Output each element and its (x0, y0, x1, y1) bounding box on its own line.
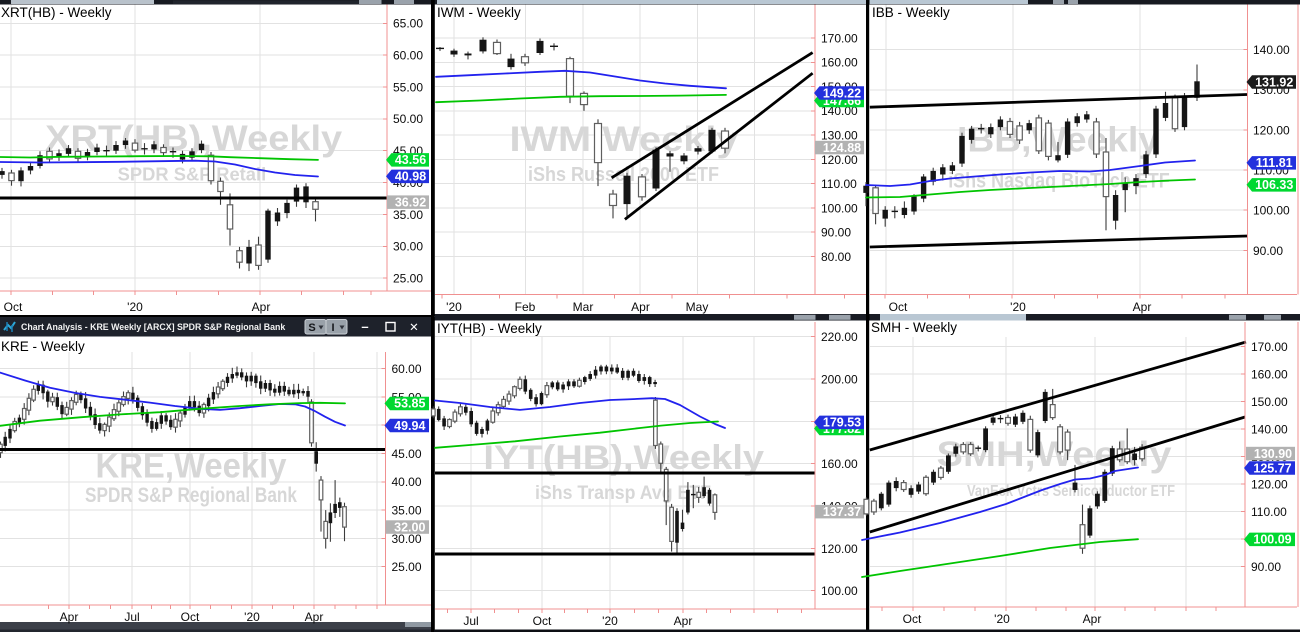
svg-text:55.00: 55.00 (393, 80, 423, 94)
svg-text:124.88: 124.88 (823, 141, 861, 155)
svg-text:125.77: 125.77 (1253, 461, 1291, 475)
svg-text:'20: '20 (1010, 300, 1026, 314)
svg-text:KRE - Weekly: KRE - Weekly (1, 339, 85, 354)
svg-text:IYT(HB) - Weekly: IYT(HB) - Weekly (437, 321, 542, 336)
svg-text:160.00: 160.00 (821, 457, 858, 471)
svg-text:30.00: 30.00 (393, 240, 423, 254)
svg-text:130.90: 130.90 (1254, 447, 1292, 461)
svg-text:Jul: Jul (463, 614, 478, 628)
svg-text:36.92: 36.92 (395, 196, 426, 210)
svg-text:90.00: 90.00 (821, 226, 851, 240)
svg-text:43.56: 43.56 (395, 153, 426, 167)
svg-text:100.00: 100.00 (821, 201, 858, 215)
svg-text:90.00: 90.00 (1251, 560, 1281, 574)
svg-text:35.00: 35.00 (392, 504, 422, 518)
svg-text:149.22: 149.22 (823, 86, 861, 100)
svg-text:Chart Analysis - KRE Weekly [A: Chart Analysis - KRE Weekly [ARCX] SPDR … (21, 322, 285, 332)
svg-text:SPDR S&P Retail: SPDR S&P Retail (118, 165, 267, 185)
svg-text:100.00: 100.00 (821, 584, 858, 598)
svg-text:35.00: 35.00 (393, 208, 423, 222)
svg-text:179.53: 179.53 (823, 416, 861, 430)
svg-text:200.00: 200.00 (821, 372, 858, 386)
svg-text:160.00: 160.00 (1251, 368, 1288, 382)
svg-text:120.00: 120.00 (1251, 478, 1288, 492)
svg-text:131.92: 131.92 (1255, 75, 1293, 89)
svg-text:Apr: Apr (631, 300, 650, 314)
svg-text:'20: '20 (446, 300, 462, 314)
svg-text:60.00: 60.00 (392, 362, 422, 376)
svg-text:50.00: 50.00 (393, 112, 423, 126)
svg-text:Feb: Feb (515, 300, 536, 314)
svg-text:Apr: Apr (305, 610, 324, 624)
svg-text:Apr: Apr (1083, 612, 1102, 626)
svg-text:iShs Nasdaq BioTech ETF: iShs Nasdaq BioTech ETF (948, 170, 1170, 193)
svg-text:Mar: Mar (573, 300, 594, 314)
svg-text:40.98: 40.98 (395, 170, 426, 184)
svg-text:IBB - Weekly: IBB - Weekly (872, 5, 950, 20)
svg-text:Apr: Apr (252, 300, 271, 314)
svg-text:Oct: Oct (533, 614, 552, 628)
svg-text:32.00: 32.00 (394, 520, 425, 534)
svg-text:140.00: 140.00 (1251, 423, 1288, 437)
svg-text:120.00: 120.00 (821, 153, 858, 167)
svg-text:–: – (361, 319, 368, 334)
svg-text:120.00: 120.00 (1253, 123, 1290, 137)
svg-text:130.00: 130.00 (821, 129, 858, 143)
svg-text:140.00: 140.00 (821, 104, 858, 118)
svg-text:120.00: 120.00 (821, 542, 858, 556)
svg-text:KRE,Weekly: KRE,Weekly (96, 447, 288, 486)
svg-text:25.00: 25.00 (393, 272, 423, 286)
svg-text:'20: '20 (244, 610, 260, 624)
svg-text:45.00: 45.00 (392, 447, 422, 461)
svg-text:110.00: 110.00 (1251, 505, 1287, 519)
svg-text:106.33: 106.33 (1255, 178, 1293, 192)
svg-text:40.00: 40.00 (392, 475, 422, 489)
svg-text:XRT(HB) - Weekly: XRT(HB) - Weekly (1, 5, 112, 20)
svg-text:137.37: 137.37 (823, 505, 861, 519)
svg-text:Oct: Oct (4, 300, 23, 314)
svg-text:IYT(HB),Weekly: IYT(HB),Weekly (483, 439, 764, 477)
svg-text:170.00: 170.00 (821, 31, 858, 45)
svg-text:140.00: 140.00 (1253, 43, 1290, 57)
svg-text:'20: '20 (602, 614, 618, 628)
svg-text:65.00: 65.00 (393, 17, 423, 31)
svg-text:Apr: Apr (674, 614, 693, 628)
svg-text:Oct: Oct (889, 300, 908, 314)
svg-text:IWM - Weekly: IWM - Weekly (437, 5, 521, 20)
svg-text:SMH - Weekly: SMH - Weekly (871, 320, 957, 335)
svg-text:'20: '20 (994, 612, 1010, 626)
svg-text:'20: '20 (127, 300, 143, 314)
svg-text:80.00: 80.00 (821, 250, 851, 264)
svg-text:49.94: 49.94 (394, 419, 425, 433)
svg-text:iShs Transp Avg ETF: iShs Transp Avg ETF (535, 483, 711, 504)
svg-text:I: I (331, 322, 334, 334)
svg-text:SPDR S&P Regional Bank: SPDR S&P Regional Bank (85, 484, 297, 507)
svg-text:S: S (308, 322, 315, 334)
svg-text:110.00: 110.00 (821, 177, 857, 191)
svg-text:111.81: 111.81 (1256, 156, 1293, 170)
svg-text:✕: ✕ (409, 322, 419, 334)
svg-text:220.00: 220.00 (821, 330, 858, 344)
svg-text:Apr: Apr (1133, 300, 1152, 314)
svg-text:Jul: Jul (124, 610, 139, 624)
svg-text:iShs Russell 2000 ETF: iShs Russell 2000 ETF (528, 164, 719, 186)
svg-text:30.00: 30.00 (392, 532, 422, 546)
svg-text:100.09: 100.09 (1253, 533, 1291, 547)
svg-text:150.00: 150.00 (1251, 395, 1288, 409)
svg-text:53.85: 53.85 (394, 397, 425, 411)
svg-text:100.00: 100.00 (1253, 204, 1290, 218)
svg-text:May: May (686, 300, 709, 314)
svg-text:90.00: 90.00 (1253, 244, 1283, 258)
svg-text:160.00: 160.00 (821, 56, 858, 70)
svg-text:Oct: Oct (903, 612, 922, 626)
svg-text:Oct: Oct (181, 610, 200, 624)
svg-text:170.00: 170.00 (1251, 340, 1288, 354)
svg-text:IWM,Weekly: IWM,Weekly (510, 120, 740, 159)
svg-text:60.00: 60.00 (393, 49, 423, 63)
svg-text:Apr: Apr (60, 610, 79, 624)
svg-text:25.00: 25.00 (392, 560, 422, 574)
